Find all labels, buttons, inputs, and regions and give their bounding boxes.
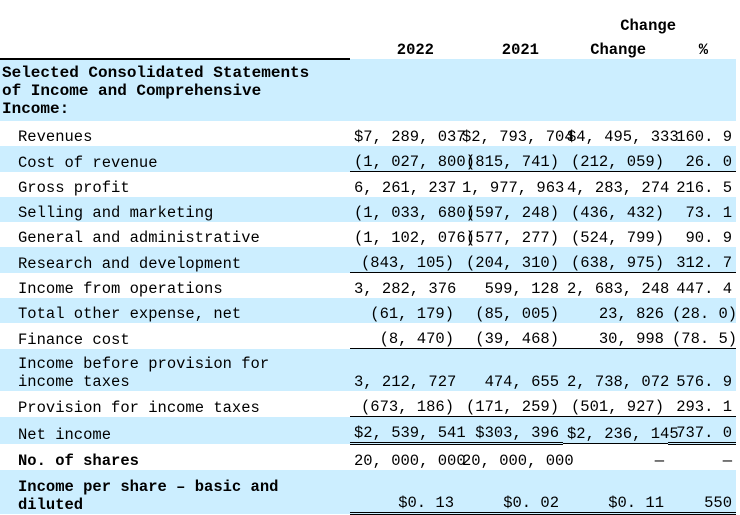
value-2021: 599, 128 — [458, 272, 563, 298]
table-row: Income before provision for income taxes… — [0, 348, 736, 391]
value-2021: (815, 741) — [458, 146, 563, 172]
value-2022: 6, 261, 237 — [350, 171, 458, 197]
value-2021: $303, 396 — [458, 416, 563, 445]
row-label: Finance cost — [18, 330, 130, 349]
table-row: Research and development (843, 105) (204, … — [0, 247, 736, 273]
value-pct: 73. 1 — [668, 197, 736, 222]
value-pct: 90. 9 — [685, 229, 732, 247]
value-change: (212, 059) — [563, 146, 668, 172]
value-2021: $2, 793, 704 — [462, 128, 574, 146]
value-2021: (204, 310) — [458, 247, 563, 273]
table-row: Cost of revenue (1, 027, 800) (815, 741) (2… — [0, 146, 736, 172]
row-label: Income per share – basic and diluted — [0, 470, 350, 514]
value-2021: 474, 655 — [458, 348, 563, 391]
table-row: No. of shares 20, 000, 000 20, 000, 000 — — — [0, 444, 736, 471]
value-2022: (61, 179) — [350, 298, 458, 323]
header-row-top: Change — [0, 12, 736, 35]
value-2022: 20, 000, 000 — [354, 452, 466, 470]
value-pct: 312. 7 — [668, 247, 736, 273]
value-2022: (8, 470) — [379, 330, 454, 348]
value-2022: (673, 186) — [360, 398, 454, 416]
row-label: Provision for income taxes — [18, 398, 260, 417]
value-change: 2, 738, 072 — [563, 348, 669, 391]
value-change: (501, 927) — [570, 398, 664, 416]
col-2022-header: 2022 — [396, 41, 434, 59]
value-pct: 160. 9 — [676, 128, 732, 146]
value-pct: — — [722, 452, 732, 470]
row-label: Cost of revenue — [0, 146, 350, 172]
table-row: Provision for income taxes (673, 186) (171… — [0, 391, 736, 417]
value-change: 30, 998 — [598, 330, 664, 348]
value-change: 23, 826 — [563, 298, 668, 323]
value-2022: (1, 027, 800) — [350, 146, 475, 172]
value-2021: (171, 259) — [465, 398, 559, 416]
value-2021: (39, 468) — [475, 330, 559, 348]
value-pct: (78. 5) — [672, 330, 738, 348]
header-row: 2022 2021 Change % — [0, 35, 736, 60]
value-pct: 293. 1 — [676, 398, 732, 416]
row-label: Revenues — [18, 128, 93, 146]
value-pct: 216. 5 — [668, 171, 736, 197]
row-label: Total other expense, net — [0, 298, 350, 323]
row-label: Gross profit — [18, 179, 130, 197]
value-change: — — [654, 452, 664, 470]
table-row: General and administrative (1, 102, 076)(… — [0, 222, 736, 247]
value-pct: 576. 9 — [668, 348, 736, 391]
value-2022: $2, 539, 541 — [350, 416, 466, 445]
value-pct: 26. 0 — [668, 146, 736, 172]
value-2021: 20, 000, 000 — [462, 452, 574, 470]
value-change: (436, 432) — [563, 197, 668, 222]
table-row: Selling and marketing (1, 033, 680) (597, … — [0, 197, 736, 222]
table-row: Gross profit 6, 261, 237 1, 977, 963 4, 283… — [0, 171, 736, 197]
value-pct: (28. 0) — [668, 298, 737, 323]
row-label: Research and development — [0, 247, 350, 273]
table-row: Finance cost (8, 470) (39, 468) 30, 998 (78.… — [0, 323, 738, 349]
value-change: $2, 236, 145 — [563, 416, 679, 444]
col-2021-header: 2021 — [501, 41, 539, 59]
value-change: $4, 495, 333 — [567, 128, 679, 146]
value-pct: 737. 0 — [668, 416, 736, 445]
value-2021: (577, 277) — [465, 229, 559, 247]
value-2021: (597, 248) — [458, 197, 563, 222]
row-label: No. of shares — [18, 452, 139, 470]
value-2021: 1, 977, 963 — [458, 171, 564, 197]
value-2022: (843, 105) — [350, 247, 458, 273]
value-change: (524, 799) — [570, 229, 664, 247]
value-2022: $7, 289, 037 — [354, 128, 466, 146]
row-label: General and administrative — [18, 229, 260, 247]
col-change-header: Change — [590, 41, 646, 59]
row-label: Net income — [0, 416, 350, 444]
table-row: Net income $2, 539, 541 $303, 396 $2, 236, … — [0, 416, 736, 445]
income-statement-table: Change 2022 2021 Change % Selected Conso… — [0, 12, 738, 515]
table-row: Total other expense, net (61, 179) (85, 00… — [0, 298, 737, 323]
table-row: Income from operations 3, 282, 376 599, 12… — [0, 272, 736, 298]
value-2021: (85, 005) — [458, 298, 563, 323]
row-label: Income before provision for income taxes — [0, 348, 350, 391]
value-change: 4, 283, 274 — [563, 171, 669, 197]
table-row: Revenues $7, 289, 037 $2, 793, 704 $4, 495,… — [0, 121, 736, 146]
value-change: (638, 975) — [563, 247, 668, 273]
value-change: 2, 683, 248 — [563, 272, 669, 298]
value-2022: 3, 282, 376 — [350, 272, 458, 298]
row-label: Income from operations — [18, 280, 223, 298]
change-header-top: Change — [620, 17, 676, 35]
value-pct: 447. 4 — [668, 272, 736, 298]
col-pct-header: % — [698, 41, 708, 59]
value-2022: (1, 033, 680) — [350, 197, 475, 222]
value-2022: 3, 212, 727 — [350, 348, 458, 391]
row-label: Selling and marketing — [0, 197, 350, 222]
value-2022: (1, 102, 076) — [354, 229, 475, 247]
section-row: Selected Consolidated Statements of Inco… — [0, 59, 736, 121]
section-title: Selected Consolidated Statements of Inco… — [0, 59, 350, 121]
